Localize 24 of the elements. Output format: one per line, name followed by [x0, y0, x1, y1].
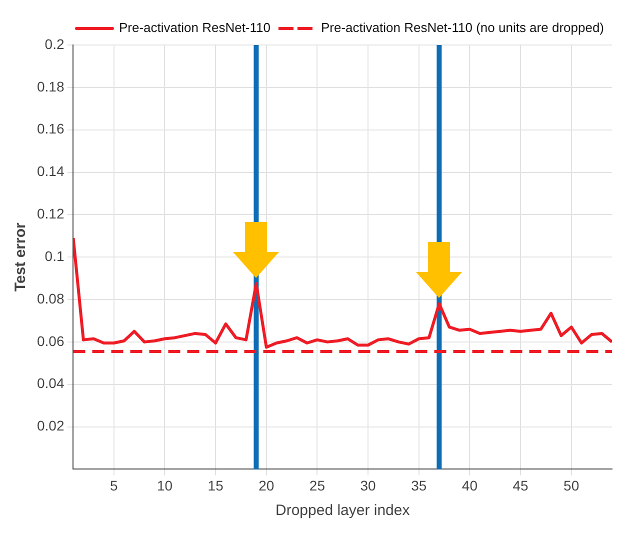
x-tick-label: 10 [156, 477, 173, 494]
x-tick-label: 15 [208, 477, 224, 494]
x-tick-label: 50 [564, 477, 580, 494]
y-tick-label: 0.18 [37, 78, 64, 94]
y-tick-label: 0.06 [37, 332, 64, 349]
x-tick-label: 5 [110, 477, 118, 494]
legend-label: Pre-activation ResNet-110 [118, 20, 270, 36]
x-tick-label: 30 [360, 477, 376, 494]
y-tick-label: 0.02 [37, 418, 64, 434]
y-tick-label: 0.2 [44, 36, 64, 52]
y-tick-label: 0.04 [37, 375, 64, 392]
x-axis-title: Dropped layer index [276, 502, 410, 520]
y-tick-label: 0.12 [37, 206, 64, 222]
x-tick-label: 25 [309, 477, 326, 494]
y-tick-label: 0.16 [37, 120, 64, 137]
x-tick-label: 40 [462, 477, 478, 494]
x-tick-label: 20 [258, 477, 274, 494]
x-tick-label: 45 [512, 477, 529, 494]
x-tick-label: 35 [411, 477, 427, 494]
y-tick-label: 0.1 [44, 248, 64, 264]
y-tick-label: 0.08 [37, 290, 64, 306]
y-tick-label: 0.14 [37, 163, 64, 180]
legend-label: Pre-activation ResNet-110 (no units are dropped) [320, 20, 604, 36]
y-axis-title: Test error [12, 222, 30, 292]
